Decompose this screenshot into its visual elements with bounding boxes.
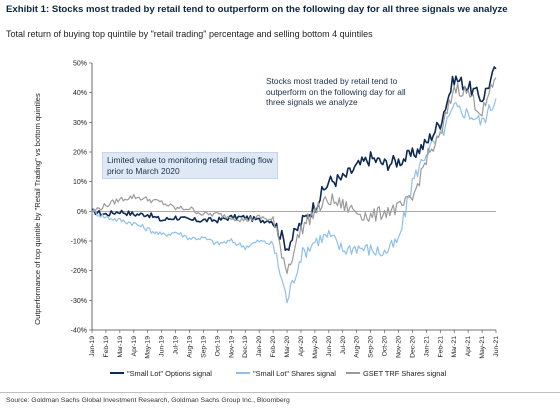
x-tick-label: Sep-20	[368, 336, 375, 358]
x-tick-label: Dec-20	[409, 336, 416, 358]
x-tick-label: Jan-20	[256, 336, 263, 357]
y-tick-label: 50%	[73, 61, 87, 68]
series-group	[91, 66, 497, 304]
y-tick-label: -10%	[71, 239, 87, 246]
y-tick-label: -30%	[71, 298, 87, 305]
chart-svg: -40% -30% -20% -10% 0% 10% 20% 30% 40% 50% Jan-19 F…	[33, 61, 500, 379]
legend-label: "Small Lot" Shares signal	[253, 369, 336, 378]
x-tick-label: Dec-19	[242, 336, 249, 358]
x-tick-label: Oct-19	[214, 336, 221, 357]
x-tick-label: Jun-21	[493, 336, 500, 357]
y-tick-label: 40%	[73, 90, 87, 97]
x-tick-label: Feb-19	[103, 336, 110, 358]
axes-group: -40% -30% -20% -10% 0% 10% 20% 30% 40% 50% Jan-19 F…	[71, 61, 500, 359]
x-tick-label: Oct-20	[382, 336, 389, 357]
x-tick-label: May-19	[145, 336, 152, 359]
x-tick-label: Jun-19	[159, 336, 166, 357]
x-tick-label: Jan-19	[89, 336, 96, 357]
legend-label: "Small Lot" Options signal	[127, 369, 212, 378]
y-tick-label: -20%	[71, 268, 87, 275]
annotation-right: Stocks most traded by retail tend to out…	[262, 74, 430, 110]
chart-subtitle: Total return of buying top quintile by "…	[6, 29, 373, 39]
x-tick-label: Jan-21	[423, 336, 430, 357]
y-tick-label: 0%	[77, 209, 87, 216]
x-tick-label: Jul-20	[340, 336, 347, 355]
x-tick-label: Feb-21	[437, 336, 444, 358]
y-tick-label: 20%	[73, 150, 87, 157]
y-axis-label: Outperformance of top quintile by "Retai…	[33, 93, 42, 325]
y-tick-label: -40%	[71, 328, 87, 335]
x-tick-label: May-21	[479, 336, 486, 359]
series-line	[91, 77, 497, 275]
series-line	[91, 66, 497, 251]
chart-title: Exhibit 1: Stocks most traded by retail …	[6, 4, 508, 15]
x-tick-label: May-20	[312, 336, 319, 359]
annotation-left: Limited value to monitoring retail tradi…	[102, 152, 278, 179]
x-tick-label: Feb-20	[270, 336, 277, 358]
x-tick-label: Nov-19	[228, 336, 235, 358]
x-tick-label: Mar-19	[117, 336, 124, 358]
x-tick-label: Aug-20	[354, 336, 361, 358]
x-tick-label: Apr-21	[465, 336, 472, 357]
y-tick-label: 30%	[73, 120, 87, 127]
y-tick-label: 10%	[73, 179, 87, 186]
x-tick-label: Jul-19	[173, 336, 180, 355]
x-tick-label: Mar-20	[284, 336, 291, 358]
x-tick-label: Nov-20	[395, 336, 402, 358]
x-tick-label: Apr-19	[131, 336, 138, 357]
source-note: Source: Goldman Sachs Global Investment …	[6, 397, 290, 404]
x-tick-label: Jun-20	[326, 336, 333, 357]
x-tick-label: Aug-19	[187, 336, 194, 358]
x-tick-label: Sep-19	[200, 336, 207, 358]
series-line	[91, 98, 497, 304]
x-tick-label: Mar-21	[451, 336, 458, 358]
x-tick-label: Apr-20	[298, 336, 305, 357]
footer-rule	[0, 392, 560, 393]
legend-label: GSET TRF Shares signal	[363, 369, 446, 378]
legend: "Small Lot" Options signal "Small Lot" Sh…	[110, 369, 446, 378]
